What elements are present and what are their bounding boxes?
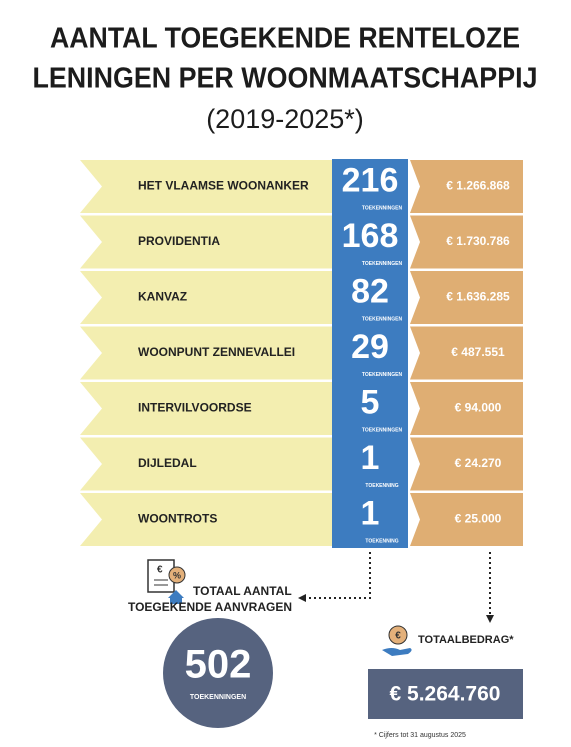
row-count-label: TOEKENNINGEN (362, 261, 403, 267)
amount-cell (410, 382, 523, 435)
total-requests: 502 (185, 643, 252, 687)
row-banner (80, 271, 332, 324)
row-count: 1 (361, 439, 380, 477)
svg-text:€: € (157, 565, 163, 576)
row-amount: € 25.000 (455, 512, 502, 526)
count-cell (332, 492, 408, 548)
footnote: * Cijfers tot 31 augustus 2025 (374, 732, 466, 739)
row-banner (80, 382, 332, 435)
row-count-label: TOEKENNINGEN (362, 205, 403, 211)
total-amount-title: TOTAALBEDRAG* (418, 634, 514, 646)
row-amount: € 24.270 (455, 456, 502, 470)
amount-cell (410, 437, 523, 491)
row-count: 1 (361, 494, 380, 532)
amount-cell (410, 160, 523, 213)
count-cell (332, 325, 408, 382)
row-count: 82 (351, 272, 389, 310)
row-amount: € 1.730.786 (446, 234, 510, 248)
document-icon: € % (147, 559, 186, 604)
arrow (486, 615, 494, 623)
row-count-label: TOEKENNINGEN (362, 372, 403, 378)
title: AANTAL TOEGEKENDE RENTELOZE (50, 23, 520, 55)
total-circle (163, 618, 273, 728)
row-amount: € 487.551 (451, 345, 505, 359)
row-name: PROVIDENTIA (138, 234, 220, 248)
rows: HET VLAAMSE WOONANKER 216 TOEKENNINGEN € 1.… (80, 159, 523, 548)
count-cell (332, 381, 408, 437)
row-count-label: TOEKENNING (365, 538, 398, 544)
row-banner (80, 437, 332, 491)
row-amount: € 1.266.868 (446, 179, 510, 193)
row-count: 216 (342, 161, 399, 199)
count-cell (332, 436, 408, 493)
total-requests-title: TOEGEKENDE AANVRAGEN (128, 600, 292, 614)
subtitle: (2019-2025*) (206, 104, 364, 134)
total-requests-title: TOTAAL AANTAL (193, 584, 292, 598)
row-name: DIJLEDAL (138, 456, 197, 470)
row-banner (80, 326, 332, 380)
row-amount: € 94.000 (455, 401, 502, 415)
amount-cell (410, 271, 523, 324)
row-name: WOONTROTS (138, 512, 217, 526)
amount-cell (410, 493, 523, 546)
connector (302, 552, 371, 599)
amount-cell (410, 215, 523, 269)
count-cell (332, 159, 408, 215)
total-amount: € 5.264.760 (390, 683, 501, 706)
row-count-label: TOEKENNINGEN (362, 427, 403, 433)
row-banner (80, 215, 332, 269)
total-amount-box (368, 669, 523, 719)
row-amount: € 1.636.285 (446, 290, 510, 304)
row-count-label: TOEKENNINGEN (362, 316, 403, 322)
row-name: KANVAZ (138, 290, 187, 304)
row-count: 29 (351, 328, 389, 366)
row-name: HET VLAAMSE WOONANKER (138, 179, 309, 193)
row-count: 168 (342, 217, 399, 255)
count-cell (332, 214, 408, 271)
arrow (298, 594, 306, 602)
count-cell (332, 270, 408, 326)
total-requests-label: TOEKENNINGEN (190, 694, 246, 701)
svg-text:%: % (173, 570, 181, 580)
svg-text:€: € (395, 631, 401, 642)
row-count: 5 (361, 383, 380, 421)
row-banner (80, 160, 332, 213)
row-count-label: TOEKENNING (365, 483, 398, 489)
row-banner (80, 493, 332, 546)
title: LENINGEN PER WOONMAATSCHAPPIJ (33, 63, 538, 95)
row-name: WOONPUNT ZENNEVALLEI (138, 345, 295, 359)
coin-icon: € (382, 625, 412, 656)
amount-cell (410, 326, 523, 380)
row-name: INTERVILVOORDSE (138, 401, 252, 415)
